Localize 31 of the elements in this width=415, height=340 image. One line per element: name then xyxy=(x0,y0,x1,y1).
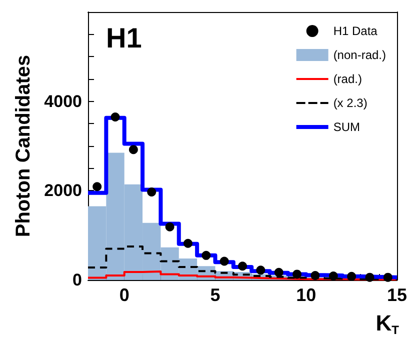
legend-label: (non-rad.) xyxy=(333,48,386,62)
point xyxy=(128,145,138,154)
x-tick-label: 5 xyxy=(210,285,220,305)
point xyxy=(274,268,284,277)
point xyxy=(328,271,338,280)
legend-label: (rad.) xyxy=(333,72,362,86)
point xyxy=(256,266,266,275)
point xyxy=(165,222,174,232)
point xyxy=(202,250,211,260)
legend-label: (x 2.3) xyxy=(333,96,368,110)
point xyxy=(310,271,320,280)
point xyxy=(92,182,102,192)
legend-label: H1 Data xyxy=(333,24,378,38)
point xyxy=(110,112,120,122)
x-tick-label: 15 xyxy=(386,285,408,305)
point xyxy=(383,272,392,282)
point xyxy=(147,188,156,197)
x-tick-label: 10 xyxy=(296,285,316,305)
point xyxy=(365,272,374,282)
point xyxy=(347,272,356,281)
point xyxy=(292,270,302,279)
point xyxy=(220,256,229,266)
point xyxy=(238,262,247,271)
y-tick-label: 2000 xyxy=(44,181,82,200)
x-tick-label: 0 xyxy=(119,285,130,305)
point xyxy=(183,238,192,248)
legend-label: SUM xyxy=(333,120,360,134)
y-axis-title: Photon Candidates xyxy=(12,54,34,238)
y-tick-label: 0 xyxy=(72,270,82,290)
y-tick-label: 4000 xyxy=(44,92,82,111)
annotation: H1 xyxy=(106,22,142,54)
